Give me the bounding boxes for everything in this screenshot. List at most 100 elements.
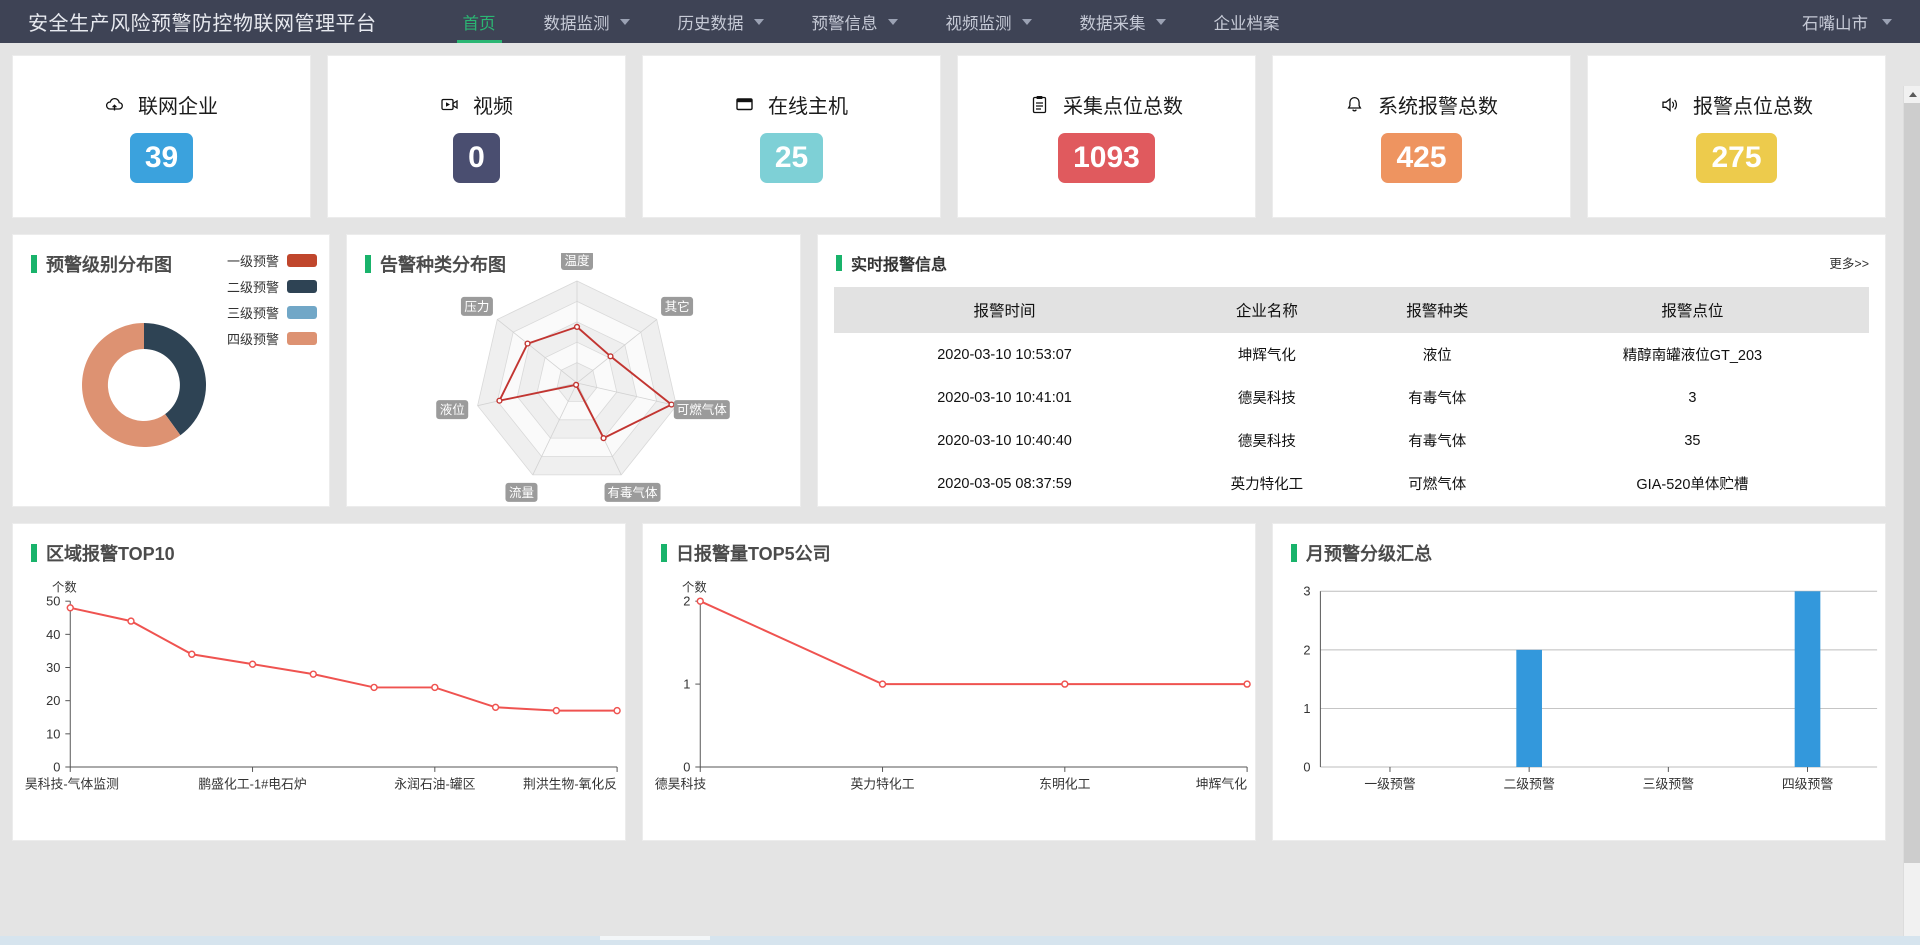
stat-card-1[interactable]: 视频 0 xyxy=(327,55,626,218)
radar-axis-label: 压力 xyxy=(464,300,489,314)
realtime-alert-panel: 实时报警信息 更多>> 报警时间 企业名称 报警种类 报警点位 2020-03-10 … xyxy=(817,234,1886,507)
donut-chart xyxy=(82,323,207,447)
y-tick-label: 40 xyxy=(46,627,60,642)
line-data-point xyxy=(248,660,257,668)
chevron-down-icon xyxy=(619,18,630,25)
panel-title-text: 实时报警信息 xyxy=(851,257,948,274)
region-selector[interactable]: 石嘴山市 xyxy=(1802,0,1892,43)
top-navigation-bar: 安全生产风险预警防控物联网管理平台 首页 数据监测 历史数据 预警信息 视频监测 数据采集… xyxy=(0,0,1920,43)
stat-card-title: 采集点位总数 xyxy=(1063,96,1183,119)
scrollbar-thumb[interactable] xyxy=(1904,103,1920,863)
table-cell: 精醇南罐液位GT_203 xyxy=(1622,348,1763,364)
panel-header: 告警种类分布图 xyxy=(347,235,800,277)
video-icon xyxy=(441,99,458,111)
legend-item-1[interactable]: 二级预警 xyxy=(227,277,317,296)
radar-axis-label: 液位 xyxy=(440,402,465,417)
legend-item-0[interactable]: 一级预警 xyxy=(227,251,317,270)
radar-point xyxy=(524,340,531,347)
legend-label: 一级预警 xyxy=(226,254,279,269)
y-tick-label: 0 xyxy=(1303,759,1310,774)
y-tick-label: 2 xyxy=(683,594,690,609)
mid-row: 预警级别分布图 一级预警二级预警三级预警四级预警 告警种类分布图 xyxy=(12,234,1886,507)
panel-header: 区域报警TOP10 xyxy=(13,524,625,566)
y-tick-label: 1 xyxy=(1303,701,1310,716)
scroll-up-button[interactable] xyxy=(1904,86,1920,103)
taskbar-active-item[interactable] xyxy=(600,936,710,940)
more-link[interactable]: 更多>> xyxy=(1829,257,1869,271)
speaker-icon xyxy=(1662,98,1677,113)
x-tick-label: 坤辉气化 xyxy=(1196,777,1247,792)
monitor-icon xyxy=(736,98,753,111)
line-data-point xyxy=(370,683,378,692)
title-accent-bar xyxy=(31,255,37,273)
daily-top5-line-chart: 个数 0 1 2 德昊科技 英力特化工 东明化工 坤辉气化 xyxy=(655,579,1251,792)
legend-item-3[interactable]: 四级预警 xyxy=(227,329,317,348)
panel-header: 月预警分级汇总 xyxy=(1273,524,1885,566)
line-data-point xyxy=(552,706,561,715)
x-tick-label: 三级预警 xyxy=(1643,777,1694,792)
stat-card-header: 报警点位总数 xyxy=(1660,90,1813,119)
radar-point xyxy=(496,397,503,404)
stat-card-0[interactable]: 联网企业 39 xyxy=(12,55,311,218)
vertical-scrollbar[interactable] xyxy=(1903,86,1920,945)
legend-swatch xyxy=(287,280,317,293)
legend-swatch xyxy=(287,254,317,267)
nav-item-3[interactable]: 预警信息 xyxy=(788,0,922,43)
legend-label: 二级预警 xyxy=(226,280,279,295)
nav-item-2[interactable]: 历史数据 xyxy=(654,0,788,43)
panel-header: 日报警量TOP5公司 xyxy=(643,524,1255,566)
nav-item-1[interactable]: 数据监测 xyxy=(520,0,654,43)
legend-label: 四级预警 xyxy=(226,332,279,347)
main-nav: 首页 数据监测 历史数据 预警信息 视频监测 数据采集 企业档案 xyxy=(439,0,1304,43)
y-tick-label: 20 xyxy=(46,693,60,708)
table-cell: 2020-03-10 10:40:40 xyxy=(937,432,1072,449)
stat-card-2[interactable]: 在线主机 25 xyxy=(642,55,941,218)
stat-card-3[interactable]: 采集点位总数 1093 xyxy=(957,55,1256,218)
stat-card-5[interactable]: 报警点位总数 275 xyxy=(1587,55,1886,218)
table-row[interactable]: 2020-03-05 08:37:59 英力特化工 可燃气体 GIA-520单体贮槽 xyxy=(834,462,1869,505)
nav-item-label: 历史数据 xyxy=(677,14,744,33)
nav-item-6[interactable]: 企业档案 xyxy=(1190,0,1304,43)
table-row[interactable]: 2020-03-10 10:41:01 德昊科技 有毒气体 3 xyxy=(834,376,1869,419)
line-data-point xyxy=(188,650,196,658)
donut-slice-level2 xyxy=(144,323,207,436)
table-row[interactable]: 2020-03-10 10:40:40 德昊科技 有毒气体 35 xyxy=(834,419,1869,462)
dashboard-content: 联网企业 39 视频 0 在线主机 25 采集点位总数 1093 系统报警总数 425 报警点位总数… xyxy=(0,43,1898,841)
table-cell: 35 xyxy=(1684,432,1701,449)
table-cell: 可燃气体 xyxy=(1408,477,1467,493)
radar-axis-label: 流量 xyxy=(509,486,534,500)
x-tick-label: 永润石油-罐区 xyxy=(394,777,475,792)
radar-axis-chip xyxy=(436,400,469,420)
line-data-point xyxy=(1243,680,1251,688)
donut-slice-level4 xyxy=(82,323,181,447)
nav-item-0[interactable]: 首页 xyxy=(439,0,520,43)
daily-top5-panel: 日报警量TOP5公司 个数 0 1 2 德昊科技 英力特化工 东明化工 坤辉气化 xyxy=(642,523,1256,841)
radar-axis-line xyxy=(532,382,578,476)
y-tick-label: 0 xyxy=(53,759,60,774)
table-row[interactable]: 2020-03-10 10:53:07 坤辉气化 液位 精醇南罐液位GT_203 xyxy=(834,333,1869,376)
table-column-header: 报警点位 xyxy=(1515,287,1869,333)
stat-card-title: 系统报警总数 xyxy=(1378,96,1498,119)
stat-card-header: 采集点位总数 xyxy=(1030,90,1183,119)
table-cell: 德昊科技 xyxy=(1237,434,1296,450)
panel-title-text: 预警级别分布图 xyxy=(46,255,172,275)
title-accent-bar xyxy=(836,255,842,271)
monthly-levels-bar-chart: 0 1 2 3 一级预警 二级预警 三级预警 四级预警 xyxy=(1303,584,1878,792)
stat-card-4[interactable]: 系统报警总数 425 xyxy=(1272,55,1571,218)
y-tick-label: 1 xyxy=(683,677,690,692)
nav-item-5[interactable]: 数据采集 xyxy=(1056,0,1190,43)
y-tick-label: 0 xyxy=(683,759,690,774)
nav-item-4[interactable]: 视频监测 xyxy=(922,0,1056,43)
table-cell: 2020-03-10 10:53:07 xyxy=(937,346,1072,363)
chevron-down-icon xyxy=(1882,18,1892,25)
legend-item-2[interactable]: 三级预警 xyxy=(227,303,317,322)
table-cell: 坤辉气化 xyxy=(1237,348,1296,364)
bar[interactable] xyxy=(1516,649,1542,768)
table-cell: GIA-520单体贮槽 xyxy=(1636,477,1749,493)
radar-point xyxy=(573,381,580,388)
bar[interactable] xyxy=(1794,591,1821,768)
legend-swatch xyxy=(287,306,317,319)
radar-axis-line xyxy=(497,319,578,384)
panel-title-text: 区域报警TOP10 xyxy=(46,544,175,564)
nav-item-label: 数据采集 xyxy=(1079,14,1146,33)
